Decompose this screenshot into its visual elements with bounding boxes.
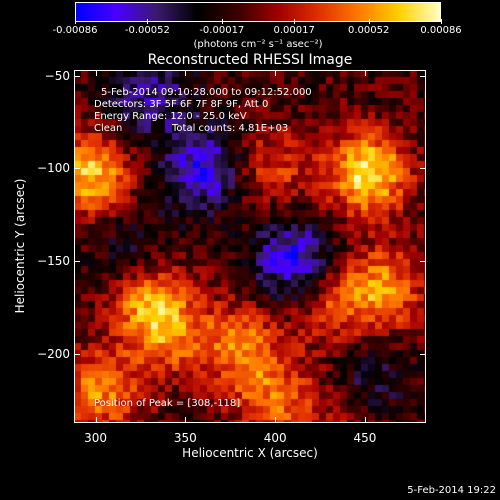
x-tick-top	[275, 70, 277, 76]
y-tick-right	[420, 75, 426, 77]
y-tick-left	[74, 354, 80, 356]
colorbar-gradient	[75, 2, 441, 22]
colorbar-tick-label: 0.00052	[347, 25, 390, 36]
y-tick-left	[74, 75, 80, 77]
x-tick-label: 450	[353, 431, 377, 445]
annotation-energy-range: Energy Range: 12.0 - 25.0 keV	[94, 111, 247, 122]
x-tick-top	[364, 70, 366, 76]
annotation-peak-position: Position of Peak = [308,-118]	[94, 398, 241, 409]
x-tick-top	[185, 70, 187, 76]
y-tick-right	[420, 354, 426, 356]
colorbar-tick	[368, 19, 370, 24]
x-tick-label: 400	[263, 431, 287, 445]
colorbar-tick-label: -0.00086	[52, 25, 98, 36]
annotation-total-counts: Total counts: 4.81E+03	[172, 123, 289, 134]
colorbar-tick	[441, 19, 442, 24]
x-tick-bottom	[275, 417, 277, 423]
x-tick-label: 350	[173, 431, 197, 445]
colorbar-tick-label: 0.00017	[273, 25, 315, 36]
colorbar-tick	[221, 19, 223, 24]
y-tick-left	[74, 261, 80, 263]
x-tick-bottom	[364, 417, 366, 423]
x-tick-label: 300	[84, 431, 107, 445]
annotation-detectors: Detectors: 3F 5F 6F 7F 8F 9F, Att 0	[94, 99, 269, 110]
y-tick-label: −150	[37, 254, 70, 269]
footer-date: 5-Feb-2014 19:22	[407, 485, 496, 496]
x-tick-bottom	[185, 417, 187, 423]
x-axis-label: Heliocentric X (arcsec)	[182, 446, 318, 460]
x-tick-top	[95, 70, 97, 76]
y-tick-right	[420, 168, 426, 170]
heatmap-image	[74, 70, 426, 423]
y-tick-label: −200	[37, 347, 70, 362]
y-tick-label: −100	[37, 161, 70, 176]
colorbar-tick-label: 0.00086	[420, 25, 462, 36]
annotation-method: Clean	[94, 123, 123, 134]
chart-title: Reconstructed RHESSI Image	[147, 52, 353, 68]
y-tick-left	[74, 168, 80, 170]
y-axis-label: Heliocentric Y (arcsec)	[13, 178, 27, 314]
colorbar-units: (photons cm⁻² s⁻¹ asec⁻²)	[193, 39, 323, 50]
colorbar	[75, 2, 441, 22]
colorbar-tick	[75, 19, 76, 24]
colorbar-tick	[294, 19, 296, 24]
x-tick-bottom	[95, 417, 97, 423]
colorbar-tick-label: -0.00052	[124, 25, 170, 36]
colorbar-tick	[147, 19, 149, 24]
annotation-time-range: 5-Feb-2014 09:10:28.000 to 09:12:52.000	[101, 87, 312, 98]
y-tick-label: −50	[44, 68, 70, 83]
colorbar-tick-label: -0.00017	[199, 25, 245, 36]
y-tick-right	[420, 261, 426, 263]
